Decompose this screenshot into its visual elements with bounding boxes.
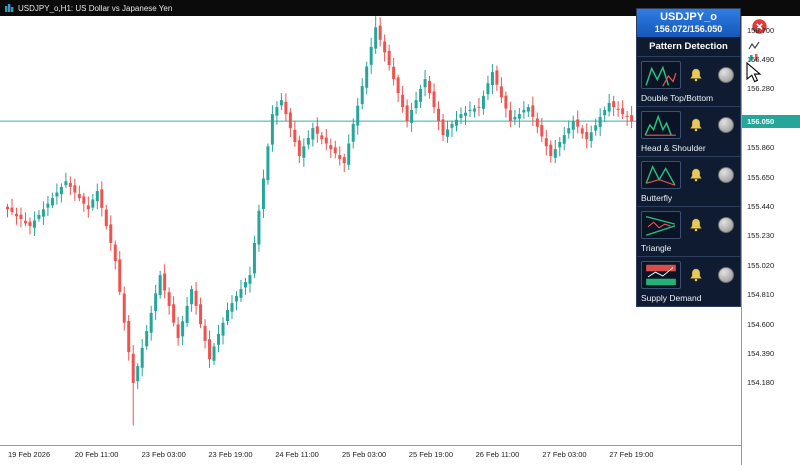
chart-title: USDJPY_o,H1: US Dollar vs Japanese Yen <box>18 3 173 13</box>
time-axis[interactable]: 19 Feb 2026 20 Feb 11:00 23 Feb 03:00 23 Fe… <box>0 445 741 465</box>
pattern-row[interactable]: Double Top/Bottom <box>637 57 740 107</box>
candles-icon[interactable] <box>748 52 760 64</box>
pattern-row[interactable]: Head & Shoulder <box>637 107 740 157</box>
price-axis-label: 155.440 <box>747 202 775 211</box>
pattern-toggle[interactable] <box>718 117 734 133</box>
alert-bell-icon[interactable] <box>689 68 703 82</box>
panel-title: Pattern Detection <box>637 37 740 57</box>
double-top-bottom-icon[interactable] <box>641 61 681 89</box>
price-axis-label: 154.600 <box>747 319 775 329</box>
chart-titlebar: USDJPY_o,H1: US Dollar vs Japanese Yen <box>0 0 800 16</box>
panel-quote: 156.072/156.050 <box>654 24 723 34</box>
current-price-badge: 156.050 <box>742 114 800 128</box>
pattern-row[interactable]: Triangle <box>637 207 740 257</box>
alert-bell-icon[interactable] <box>689 168 703 182</box>
time-axis-label: 25 Feb 19:00 <box>408 450 453 459</box>
time-axis-label: 27 Feb 19:00 <box>609 450 654 459</box>
time-axis-label: 19 Feb 2026 <box>8 450 51 459</box>
chart-symbol-icon <box>5 4 14 12</box>
price-axis-label: 156.490 <box>747 55 775 64</box>
price-axis-label: 154.390 <box>747 349 775 358</box>
panel-symbol: USDJPY_o <box>660 11 717 23</box>
time-axis-label: 27 Feb 03:00 <box>542 450 587 459</box>
price-axis-label: 156.280 <box>747 84 775 94</box>
panel-header[interactable]: USDJPY_o 156.072/156.050 <box>637 9 740 37</box>
head-shoulder-icon[interactable] <box>641 111 681 139</box>
pattern-toggle[interactable] <box>718 217 734 233</box>
price-axis-label: 155.020 <box>747 260 775 270</box>
mouse-cursor-icon <box>746 62 762 83</box>
time-axis-label: 23 Feb 03:00 <box>141 450 186 459</box>
line-chart-icon[interactable] <box>748 40 760 52</box>
alert-bell-icon[interactable] <box>689 218 703 232</box>
time-axis-label: 26 Feb 11:00 <box>475 450 520 459</box>
pattern-label: Head & Shoulder <box>641 143 706 153</box>
time-axis-label: 23 Feb 19:00 <box>208 450 253 459</box>
pattern-row[interactable]: Supply Demand <box>637 257 740 306</box>
butterfly-icon[interactable] <box>641 161 681 189</box>
pattern-label: Triangle <box>641 243 672 253</box>
pattern-toggle[interactable] <box>718 267 734 283</box>
price-axis-label: 154.180 <box>747 378 775 388</box>
pattern-toggle[interactable] <box>718 167 734 183</box>
price-axis-label: 155.650 <box>747 172 775 182</box>
price-axis-label: 155.860 <box>747 143 775 153</box>
supply-demand-icon[interactable] <box>641 261 681 289</box>
time-axis-label: 24 Feb 11:00 <box>275 450 319 459</box>
time-axis-label: 20 Feb 11:00 <box>74 450 119 459</box>
alert-bell-icon[interactable] <box>689 118 703 132</box>
pattern-toggle[interactable] <box>718 67 734 83</box>
pattern-label: Double Top/Bottom <box>641 93 714 103</box>
price-axis-label: 155.230 <box>747 231 775 241</box>
price-axis-label: 156.700 <box>747 25 775 35</box>
candlestick-chart[interactable] <box>0 0 741 445</box>
pattern-detection-panel[interactable]: USDJPY_o 156.072/156.050 Pattern Detecti… <box>636 8 741 307</box>
pattern-label: Supply Demand <box>641 293 702 303</box>
pattern-label: Butterfly <box>641 193 673 203</box>
price-axis[interactable]: 156.050 156.700 156.490 156.280 155.860 155.… <box>741 0 800 465</box>
price-axis-label: 154.810 <box>747 290 775 300</box>
time-axis-label: 25 Feb 03:00 <box>342 450 387 459</box>
pattern-list: Double Top/Bottom Head & Shoulder <box>637 57 740 306</box>
triangle-icon[interactable] <box>641 211 681 239</box>
alert-bell-icon[interactable] <box>689 268 703 282</box>
pattern-row[interactable]: Butterfly <box>637 157 740 207</box>
close-icon[interactable] <box>752 19 767 34</box>
